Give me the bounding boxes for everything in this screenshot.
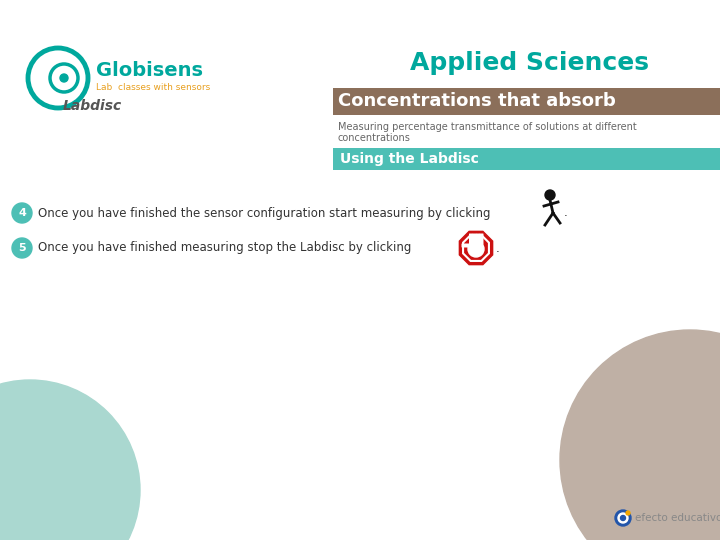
Circle shape: [468, 241, 484, 257]
Text: 4: 4: [18, 208, 26, 218]
Circle shape: [621, 516, 626, 521]
FancyBboxPatch shape: [333, 148, 720, 170]
FancyBboxPatch shape: [333, 88, 720, 115]
Circle shape: [12, 238, 32, 258]
Text: Concentrations that absorb: Concentrations that absorb: [338, 92, 616, 111]
Circle shape: [626, 511, 630, 515]
FancyBboxPatch shape: [469, 233, 473, 245]
Circle shape: [615, 510, 631, 526]
FancyBboxPatch shape: [462, 244, 469, 247]
Text: .: .: [496, 241, 500, 254]
Text: efecto educativo: efecto educativo: [635, 513, 720, 523]
Text: Globisens: Globisens: [96, 60, 203, 79]
Circle shape: [0, 380, 140, 540]
Text: .: .: [564, 206, 568, 219]
Circle shape: [12, 203, 32, 223]
Text: Measuring percentage transmittance of solutions at different: Measuring percentage transmittance of so…: [338, 122, 636, 132]
Text: Once you have finished measuring stop the Labdisc by clicking: Once you have finished measuring stop th…: [38, 241, 411, 254]
FancyBboxPatch shape: [476, 233, 480, 246]
Circle shape: [560, 330, 720, 540]
Circle shape: [545, 190, 555, 200]
FancyBboxPatch shape: [480, 233, 484, 245]
Text: Lab  classes with sensors: Lab classes with sensors: [96, 83, 210, 91]
Text: Using the Labdisc: Using the Labdisc: [340, 152, 479, 166]
Polygon shape: [459, 231, 492, 265]
Text: Labdisc: Labdisc: [63, 99, 122, 113]
Circle shape: [60, 74, 68, 82]
Text: concentrations: concentrations: [338, 133, 411, 143]
FancyBboxPatch shape: [472, 233, 477, 246]
Text: 5: 5: [18, 243, 26, 253]
Text: Applied Sciences: Applied Sciences: [410, 51, 649, 75]
Circle shape: [618, 513, 628, 523]
Text: Once you have finished the sensor configuration start measuring by clicking: Once you have finished the sensor config…: [38, 206, 490, 219]
